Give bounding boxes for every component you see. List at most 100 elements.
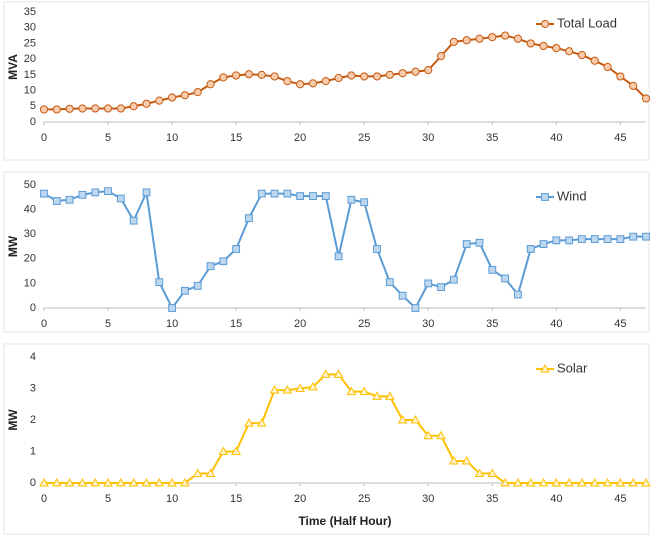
x-tick-label: 40: [550, 132, 562, 144]
legend-label: Wind: [557, 188, 587, 203]
y-tick-label: 25: [24, 37, 36, 49]
marker: [270, 189, 279, 198]
marker: [500, 477, 510, 487]
marker: [155, 96, 164, 105]
marker: [513, 34, 523, 43]
marker: [90, 477, 101, 487]
x-tick-label: 5: [105, 132, 111, 144]
y-axis-label: MW: [6, 409, 20, 431]
marker: [501, 274, 510, 283]
marker: [475, 34, 484, 43]
x-tick-label: 40: [550, 493, 562, 505]
x-tick-label: 45: [614, 493, 626, 505]
marker: [462, 36, 471, 45]
chart-frame: [3, 343, 650, 535]
marker: [321, 77, 330, 86]
marker: [129, 216, 138, 225]
y-tick-label: 10: [24, 84, 36, 96]
marker: [334, 252, 343, 261]
marker: [91, 188, 100, 197]
marker: [167, 477, 177, 487]
marker: [282, 385, 293, 394]
marker: [513, 477, 523, 487]
x-tick-label: 15: [230, 318, 242, 330]
marker: [219, 257, 228, 266]
marker: [552, 236, 561, 245]
y-tick-label: 2: [30, 414, 36, 426]
marker: [577, 477, 587, 487]
marker: [578, 235, 586, 244]
marker: [449, 455, 459, 465]
marker: [91, 104, 100, 113]
marker: [116, 194, 125, 203]
legend-label: Solar: [557, 360, 588, 375]
marker: [525, 477, 536, 487]
marker: [333, 369, 344, 378]
marker: [192, 468, 203, 478]
x-tick-label: 10: [166, 493, 178, 505]
marker: [629, 81, 638, 90]
y-axis-label: MVA: [6, 54, 20, 80]
y-tick-label: 4: [30, 351, 36, 363]
x-tick-label: 35: [486, 318, 498, 330]
marker: [168, 304, 176, 312]
marker: [308, 79, 318, 88]
x-tick-label: 10: [166, 132, 178, 144]
marker: [526, 39, 535, 48]
marker: [321, 192, 330, 200]
x-tick-label: 0: [41, 132, 47, 144]
marker: [52, 105, 61, 114]
marker: [616, 72, 625, 81]
y-tick-label: 20: [24, 53, 36, 65]
marker: [52, 197, 61, 205]
y-tick-label: 30: [24, 228, 36, 240]
marker: [244, 70, 254, 79]
marker: [103, 477, 113, 487]
series-line: [44, 373, 646, 484]
x-tick-label: 30: [422, 132, 434, 144]
marker: [461, 455, 472, 465]
y-tick-label: 1: [30, 445, 36, 457]
marker: [257, 189, 266, 198]
marker: [436, 51, 446, 61]
marker: [308, 381, 318, 391]
marker: [564, 477, 575, 487]
marker: [437, 283, 445, 291]
y-tick-label: 3: [30, 382, 36, 394]
marker: [629, 232, 638, 241]
marker: [424, 66, 433, 75]
x-tick-label: 0: [41, 493, 47, 505]
x-tick-label: 25: [358, 493, 370, 505]
marker: [538, 477, 549, 487]
marker: [180, 477, 190, 487]
y-tick-label: 35: [24, 6, 36, 18]
marker: [423, 430, 434, 440]
x-tick-label: 45: [614, 132, 626, 144]
y-tick-label: 10: [24, 277, 36, 289]
marker: [115, 477, 126, 487]
marker: [257, 70, 266, 79]
x-tick-label: 40: [550, 318, 562, 330]
marker: [411, 67, 420, 76]
marker: [320, 369, 331, 378]
marker: [296, 192, 305, 200]
marker: [245, 214, 253, 223]
marker: [232, 71, 241, 80]
marker: [218, 446, 229, 455]
legend-marker: [540, 19, 550, 29]
marker: [462, 240, 471, 248]
marker: [411, 304, 420, 312]
y-tick-label: 50: [24, 179, 36, 191]
marker: [180, 286, 189, 295]
marker: [309, 192, 317, 200]
marker: [347, 71, 356, 80]
marker: [449, 275, 458, 284]
marker: [40, 189, 48, 198]
x-tick-label: 5: [105, 318, 111, 330]
legend-marker: [541, 193, 549, 201]
x-tick-label: 20: [294, 493, 306, 505]
marker: [475, 238, 484, 247]
marker: [39, 105, 49, 114]
marker: [487, 468, 498, 478]
marker: [488, 265, 497, 274]
